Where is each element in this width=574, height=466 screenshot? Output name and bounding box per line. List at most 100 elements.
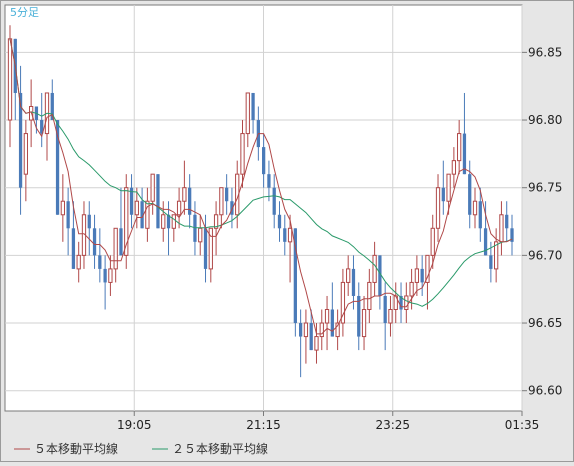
down-candle xyxy=(103,255,107,310)
candle-body xyxy=(293,228,297,324)
legend-label-ma25: ２５本移動平均線 xyxy=(172,441,268,456)
candle-body xyxy=(446,173,451,202)
candle-body xyxy=(240,133,245,175)
down-candle xyxy=(298,309,303,378)
candle-body xyxy=(314,336,319,351)
ma5-line xyxy=(9,38,513,335)
up-candle xyxy=(335,309,340,351)
up-candle xyxy=(303,309,309,364)
down-candle xyxy=(277,201,282,242)
candle-body xyxy=(251,92,255,121)
candle-body xyxy=(499,214,504,243)
y-tick-label: 96.75 xyxy=(528,181,562,195)
candle-body xyxy=(441,187,445,202)
up-candle xyxy=(161,201,166,242)
down-candle xyxy=(188,174,192,229)
candle-body xyxy=(346,268,351,283)
down-candle xyxy=(272,174,276,229)
candle-body xyxy=(145,200,150,229)
up-candle xyxy=(367,268,372,324)
candle-body xyxy=(267,174,271,188)
candle-body xyxy=(404,295,409,311)
x-tick-label: 21:15 xyxy=(246,418,281,432)
candle-body xyxy=(140,201,144,229)
candle-body xyxy=(87,214,91,229)
candle-body xyxy=(50,92,54,121)
candle-body xyxy=(60,200,65,216)
down-candle xyxy=(87,201,91,256)
up-candle xyxy=(134,187,139,229)
down-candle xyxy=(441,160,445,215)
down-candle xyxy=(378,255,382,310)
candle-body xyxy=(108,268,113,283)
candle-body xyxy=(113,227,118,270)
up-candle xyxy=(60,174,65,242)
candle-body xyxy=(435,187,441,229)
candles xyxy=(7,25,514,378)
candle-body xyxy=(103,268,107,283)
candle-body xyxy=(330,309,334,337)
down-candle xyxy=(166,201,171,256)
candle-body xyxy=(124,187,129,256)
down-candle xyxy=(203,214,208,283)
candle-body xyxy=(272,187,276,215)
candle-body xyxy=(309,323,313,351)
candle-body xyxy=(505,214,509,229)
down-candle xyxy=(357,282,361,351)
candle-body xyxy=(340,281,346,324)
down-candle xyxy=(251,92,255,134)
candle-body xyxy=(378,255,382,296)
y-tick-label: 96.60 xyxy=(528,384,562,398)
candle-body xyxy=(303,322,309,338)
candle-body xyxy=(430,227,435,256)
up-candle xyxy=(287,214,293,283)
up-candle xyxy=(176,187,182,229)
candle-body xyxy=(213,214,219,229)
candle-body xyxy=(351,268,356,296)
up-candle xyxy=(245,92,250,148)
candle-body xyxy=(388,309,393,324)
y-tick-label: 96.85 xyxy=(528,45,562,59)
candle-body xyxy=(414,268,420,283)
x-tick-label: 01:35 xyxy=(505,418,540,432)
ma25-line xyxy=(9,38,513,307)
candle-body xyxy=(262,147,266,175)
candle-body xyxy=(40,120,44,134)
candle-body xyxy=(119,228,123,256)
candle-body xyxy=(171,214,176,229)
up-candle xyxy=(430,214,435,269)
up-candle xyxy=(240,120,245,188)
candle-body xyxy=(468,174,472,215)
y-tick-label: 96.65 xyxy=(528,316,562,330)
candle-body xyxy=(166,214,171,229)
candle-body xyxy=(457,133,462,162)
candle-body xyxy=(66,201,70,229)
candle-body xyxy=(76,254,81,270)
candle-body xyxy=(372,254,377,283)
candle-body xyxy=(18,92,23,188)
y-tick-label: 96.70 xyxy=(528,248,562,262)
candle-body xyxy=(420,268,424,283)
up-candle xyxy=(372,241,377,296)
candle-body xyxy=(245,92,250,135)
candle-body xyxy=(361,309,367,338)
candle-body xyxy=(298,323,303,337)
up-candle xyxy=(324,295,330,351)
down-candle xyxy=(66,187,70,256)
up-candle xyxy=(388,295,393,337)
candle-body xyxy=(510,228,514,242)
timeframe-label: 5分足 xyxy=(10,6,39,19)
down-candle xyxy=(156,174,160,229)
candle-body xyxy=(188,187,192,215)
candle-body xyxy=(92,228,97,256)
candle-body xyxy=(219,187,224,216)
up-candle xyxy=(404,282,409,324)
up-candle xyxy=(208,227,213,283)
candle-body xyxy=(129,187,134,215)
x-tick-label: 19:05 xyxy=(117,418,152,432)
up-candle xyxy=(361,295,367,351)
up-candle xyxy=(319,309,324,351)
up-candle xyxy=(113,227,118,283)
candle-body xyxy=(55,120,60,215)
up-candle xyxy=(494,228,499,283)
